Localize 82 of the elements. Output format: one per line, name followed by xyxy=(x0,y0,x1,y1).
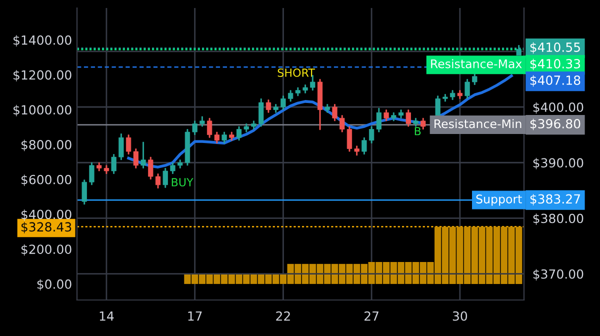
candlestick xyxy=(442,94,448,102)
candlestick xyxy=(258,98,264,127)
annotation: B xyxy=(414,127,421,136)
candlestick xyxy=(214,132,220,144)
candlestick xyxy=(472,73,478,85)
annotation: SHORT xyxy=(278,68,315,77)
candlestick xyxy=(236,126,242,141)
annotation: BUY xyxy=(172,178,194,186)
y-tick-label: $380.00 xyxy=(533,213,584,225)
candlestick xyxy=(155,174,161,188)
y2-tick-label: $1000.00 xyxy=(14,104,72,116)
x-tick-label: 14 xyxy=(100,311,114,321)
candlestick xyxy=(288,90,294,102)
candlestick xyxy=(222,132,227,144)
candlestick xyxy=(280,96,286,110)
ref-line-label: Resistance-Min xyxy=(434,119,522,128)
candlestick xyxy=(413,118,418,127)
x-tick-label: 30 xyxy=(452,311,468,321)
candlestick xyxy=(435,96,440,117)
y2-tick-label: $200.00 xyxy=(21,244,72,256)
x-tick-label: 27 xyxy=(364,311,378,321)
x-tick-label: 17 xyxy=(188,311,202,321)
y2-tick-label: $400.00 xyxy=(21,209,72,221)
candlestick xyxy=(340,115,345,132)
candlestick xyxy=(89,162,94,186)
candlestick xyxy=(332,104,338,122)
text: $410.55 xyxy=(530,42,580,54)
y-tick-label: $370.00 xyxy=(533,269,584,280)
candlestick xyxy=(244,123,249,132)
candlestick xyxy=(184,129,190,166)
y2-tick-label: $600.00 xyxy=(21,174,72,186)
candlestick xyxy=(206,118,212,138)
candlestick xyxy=(111,154,116,174)
candlestick xyxy=(82,180,87,205)
candlestick xyxy=(362,137,367,154)
candlestick xyxy=(324,104,330,113)
candlestick xyxy=(251,120,256,130)
candlestick xyxy=(450,90,456,100)
candlestick xyxy=(126,134,132,154)
candlestick xyxy=(295,87,300,96)
candlestick xyxy=(464,78,470,99)
candlestick xyxy=(406,110,411,127)
candlestick xyxy=(398,110,404,118)
candlestick xyxy=(310,75,316,91)
candlestick xyxy=(317,78,323,130)
ref-line-label: Resistance-Max xyxy=(431,59,522,68)
ref-line-label: Support xyxy=(476,194,522,206)
candlestick xyxy=(200,116,205,127)
candlestick xyxy=(162,168,168,188)
candlestick xyxy=(192,120,198,136)
candlestick xyxy=(420,118,426,130)
candlestick xyxy=(391,112,396,122)
text: $383.27 xyxy=(530,194,580,206)
candlestick xyxy=(96,162,102,172)
y2-tick-label: $0.00 xyxy=(37,279,72,291)
candlestick xyxy=(140,142,146,168)
candlestick xyxy=(368,126,374,144)
candlestick xyxy=(170,162,176,174)
candlestick xyxy=(384,110,389,122)
candlestick xyxy=(273,104,278,113)
y-tick-label: $390.00 xyxy=(533,158,584,170)
text: $407.18 xyxy=(530,75,580,87)
text: $410.33 xyxy=(530,58,580,70)
candlestick xyxy=(457,90,462,99)
candlestick xyxy=(133,148,138,168)
y2-tick-label: $1200.00 xyxy=(14,70,72,82)
candlestick xyxy=(346,126,352,152)
text: $396.80 xyxy=(530,118,580,130)
x-tick-label: 22 xyxy=(276,311,290,321)
candlestick xyxy=(302,84,308,94)
candlestick xyxy=(266,100,272,113)
candlestick xyxy=(229,132,234,141)
y2-tick-label: $800.00 xyxy=(21,140,72,152)
y-tick-label: $400.00 xyxy=(533,102,584,114)
y2-tick-label: $1400.00 xyxy=(14,35,72,46)
candlestick xyxy=(148,156,154,180)
y2-tick-label: $328.43 xyxy=(21,222,72,234)
candlestick xyxy=(118,133,124,160)
candlestick xyxy=(104,165,110,174)
candlestick xyxy=(354,146,360,156)
candlestick xyxy=(178,160,183,168)
candlestick xyxy=(376,108,382,132)
